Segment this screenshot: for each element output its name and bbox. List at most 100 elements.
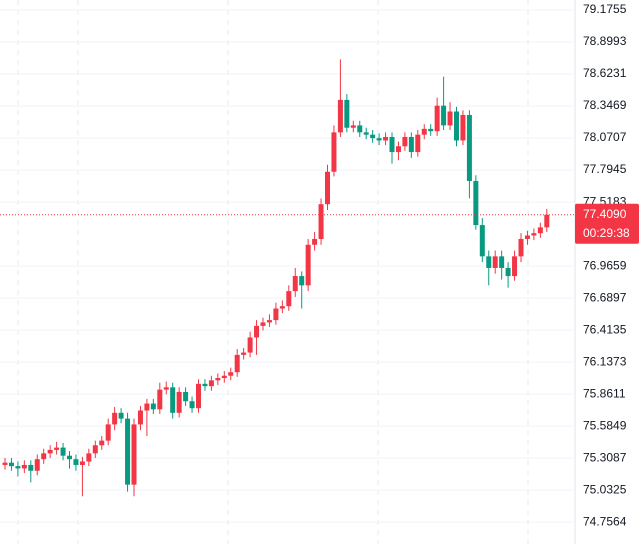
y-tick-label: 74.7564 <box>583 514 627 528</box>
candle-body <box>486 256 492 268</box>
candle-body <box>202 383 208 387</box>
candle-body <box>331 132 337 172</box>
candle-body <box>99 440 105 446</box>
y-tick-label: 77.7945 <box>583 162 627 176</box>
candle-body <box>524 235 530 239</box>
candle-body <box>350 125 356 128</box>
candle-body <box>286 291 292 307</box>
candle-body <box>73 459 79 465</box>
candle-body <box>376 138 382 141</box>
candle-body <box>112 412 118 425</box>
candle-body <box>41 453 47 460</box>
y-tick-label: 76.6897 <box>583 290 627 304</box>
candle-body <box>415 134 421 153</box>
candle-body <box>144 403 150 411</box>
candle-body <box>441 105 447 126</box>
candle-body <box>150 403 156 410</box>
candle-body <box>460 114 466 141</box>
candle-body <box>176 391 182 413</box>
candle-body <box>479 225 485 257</box>
candle-body <box>189 401 195 409</box>
countdown: 00:29:38 <box>583 226 630 240</box>
candle-body <box>157 389 163 410</box>
candle-body <box>505 267 511 277</box>
y-tick-label: 78.8993 <box>583 34 627 48</box>
candle-body <box>8 462 14 467</box>
candle-body <box>28 464 34 471</box>
candle-body <box>370 134 376 139</box>
candle-body <box>292 276 298 292</box>
candle-body <box>67 455 72 460</box>
candle-body <box>196 383 201 409</box>
y-tick-label: 78.6231 <box>583 66 627 80</box>
candle-body <box>318 204 324 239</box>
candle-body <box>466 114 472 182</box>
y-tick-label: 79.1755 <box>583 2 627 16</box>
candle-body <box>34 459 40 471</box>
y-tick-label: 76.4135 <box>583 322 627 336</box>
candle-body <box>421 128 427 135</box>
candle-body <box>325 171 330 205</box>
candle-body <box>21 464 27 469</box>
y-tick-label: 75.0325 <box>583 482 627 496</box>
candle-body <box>454 111 459 141</box>
candle-body <box>215 378 221 381</box>
candle-body <box>512 256 518 277</box>
candle-body <box>447 111 453 126</box>
candle-body <box>299 276 305 286</box>
candle-body <box>337 99 343 133</box>
y-tick-label: 76.9659 <box>583 258 627 272</box>
candle-body <box>518 238 524 257</box>
candle-body <box>183 391 189 402</box>
candle-body <box>54 447 60 450</box>
candle-body <box>208 380 214 387</box>
candle-body <box>260 322 266 326</box>
candle-body <box>15 466 21 469</box>
candle-body <box>118 412 124 419</box>
candle-body <box>492 256 498 268</box>
candle-body <box>389 136 395 153</box>
candle-body <box>60 447 66 456</box>
candle-body <box>499 256 505 268</box>
candle-body <box>344 99 350 128</box>
vertical-grid <box>17 0 529 544</box>
candle-body <box>92 445 98 454</box>
candle-body <box>247 337 253 353</box>
candle-body <box>105 424 111 441</box>
candle-body <box>395 146 401 153</box>
candle-body <box>228 372 234 376</box>
candle-body <box>434 105 440 132</box>
candle-body <box>163 387 169 390</box>
candle-body <box>357 125 363 133</box>
candle-body <box>402 136 408 147</box>
price-label-bg <box>575 203 639 244</box>
candle-body <box>131 424 137 485</box>
candle-body <box>221 375 227 379</box>
candle-body <box>531 233 537 236</box>
current-price-label: 77.4090 <box>583 207 627 221</box>
y-tick-label: 75.5849 <box>583 418 627 432</box>
y-tick-label: 78.3469 <box>583 98 627 112</box>
candle-body <box>241 352 247 355</box>
candle-body <box>86 453 92 462</box>
y-tick-label: 76.1373 <box>583 354 627 368</box>
candle-body <box>473 181 479 226</box>
candle-body <box>79 461 85 465</box>
candle-body <box>383 136 389 141</box>
candle-body <box>408 136 414 153</box>
candle-body <box>537 227 543 234</box>
candle-body <box>2 462 8 465</box>
candle-body <box>305 244 311 286</box>
y-tick-label: 78.0707 <box>583 130 627 144</box>
candle-body <box>266 320 272 323</box>
candle-body <box>137 410 143 425</box>
candle-body <box>312 238 318 245</box>
candle-body <box>363 132 369 135</box>
candle-body <box>254 325 260 338</box>
candle-body <box>273 308 279 321</box>
candle-body <box>125 418 131 485</box>
candle-body <box>170 387 176 413</box>
candle-body <box>544 214 550 228</box>
